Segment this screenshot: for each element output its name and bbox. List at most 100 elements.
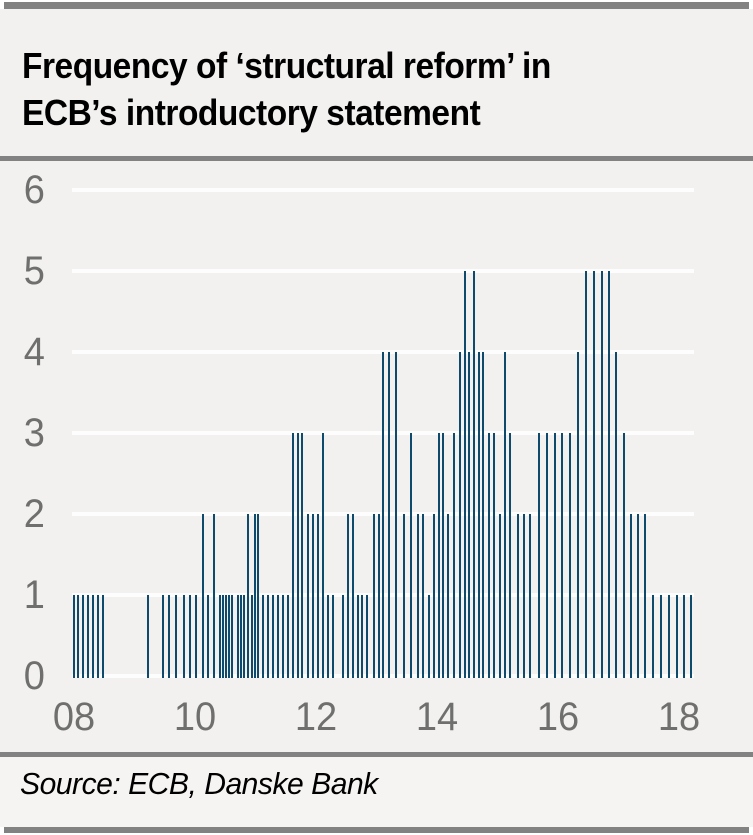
bar (378, 514, 381, 678)
x-axis-label-08: 08 (52, 695, 95, 739)
bar (287, 595, 290, 678)
bar (615, 352, 618, 678)
bar (659, 595, 662, 678)
bar (459, 352, 462, 678)
bar (387, 352, 390, 678)
bar (592, 271, 595, 678)
bar (266, 595, 269, 678)
bar (292, 433, 295, 678)
bar (231, 595, 233, 678)
bar (276, 595, 279, 678)
chart-plot-area (0, 161, 753, 752)
bar (482, 352, 485, 678)
bar (189, 595, 192, 678)
bar (503, 352, 506, 678)
y-axis-label-2: 2 (23, 492, 45, 536)
y-axis-label-6: 6 (23, 168, 45, 212)
bar (537, 433, 540, 678)
top-border-bar (4, 2, 749, 9)
bar (194, 595, 197, 678)
bar (257, 514, 260, 678)
bar (254, 514, 256, 678)
bar (91, 595, 94, 678)
y-axis-label-3: 3 (23, 411, 45, 455)
source-separator-bar (0, 752, 753, 757)
bar (261, 595, 264, 678)
bar (453, 433, 456, 678)
bar (499, 514, 502, 678)
bottom-border-bar (4, 827, 749, 833)
bar (528, 514, 531, 678)
bar (477, 352, 480, 678)
bar (667, 595, 670, 678)
chart-title-line-1: Frequency of ‘structural reform’ in (22, 45, 551, 86)
x-axis-label-14: 14 (415, 695, 458, 739)
bar (473, 271, 475, 678)
bar (327, 595, 330, 678)
chart-title-line-2: ECB’s introductory statement (22, 92, 481, 133)
bar (341, 595, 344, 678)
bar (301, 433, 304, 678)
bar (227, 595, 230, 678)
bar (82, 595, 85, 678)
bar (546, 433, 549, 678)
bar (644, 514, 647, 678)
source-panel (0, 757, 753, 827)
bar (463, 271, 466, 678)
bar (174, 595, 177, 678)
bar (281, 595, 284, 678)
bar (201, 514, 204, 678)
bar (168, 595, 171, 678)
x-axis-label-10: 10 (173, 695, 216, 739)
bar (428, 595, 431, 678)
bar (492, 433, 495, 678)
bar (96, 595, 99, 678)
bar (365, 595, 368, 678)
bar (77, 595, 80, 678)
gridline-y-6 (72, 188, 694, 192)
bar (246, 514, 249, 678)
bar (382, 352, 385, 678)
bar (102, 595, 105, 678)
chart-title: Frequency of ‘structural reform’ in ECB’… (22, 42, 673, 136)
bar (162, 595, 165, 678)
bar (560, 433, 563, 678)
bar (446, 514, 449, 678)
bar (433, 514, 436, 678)
bar (488, 433, 491, 678)
bar (243, 595, 246, 678)
y-axis-label-1: 1 (23, 573, 45, 617)
bar (356, 595, 359, 678)
x-axis-label-12: 12 (294, 695, 337, 739)
bar (352, 514, 354, 678)
bar (316, 514, 319, 678)
bar (272, 595, 275, 678)
bar (690, 595, 693, 678)
bar (417, 514, 420, 678)
bar (577, 352, 580, 678)
bar (212, 514, 215, 678)
bar (410, 433, 413, 678)
bar (402, 514, 405, 678)
bar (221, 595, 224, 678)
bar (508, 433, 511, 678)
x-axis-label-16: 16 (536, 695, 579, 739)
bar (332, 595, 335, 678)
bar (522, 514, 525, 678)
bar (629, 514, 632, 678)
y-axis-label-4: 4 (23, 330, 45, 374)
bar (72, 595, 75, 678)
bar (600, 271, 603, 678)
bar (224, 595, 227, 678)
bar (623, 433, 626, 678)
bar (307, 514, 310, 678)
gridline-y-5 (72, 269, 694, 273)
bar (394, 352, 397, 678)
y-axis-label-0: 0 (23, 654, 45, 698)
bar (584, 271, 587, 678)
title-separator-bar (0, 156, 753, 161)
bar (468, 352, 471, 678)
bar (361, 595, 364, 678)
x-axis-label-18: 18 (657, 695, 700, 739)
